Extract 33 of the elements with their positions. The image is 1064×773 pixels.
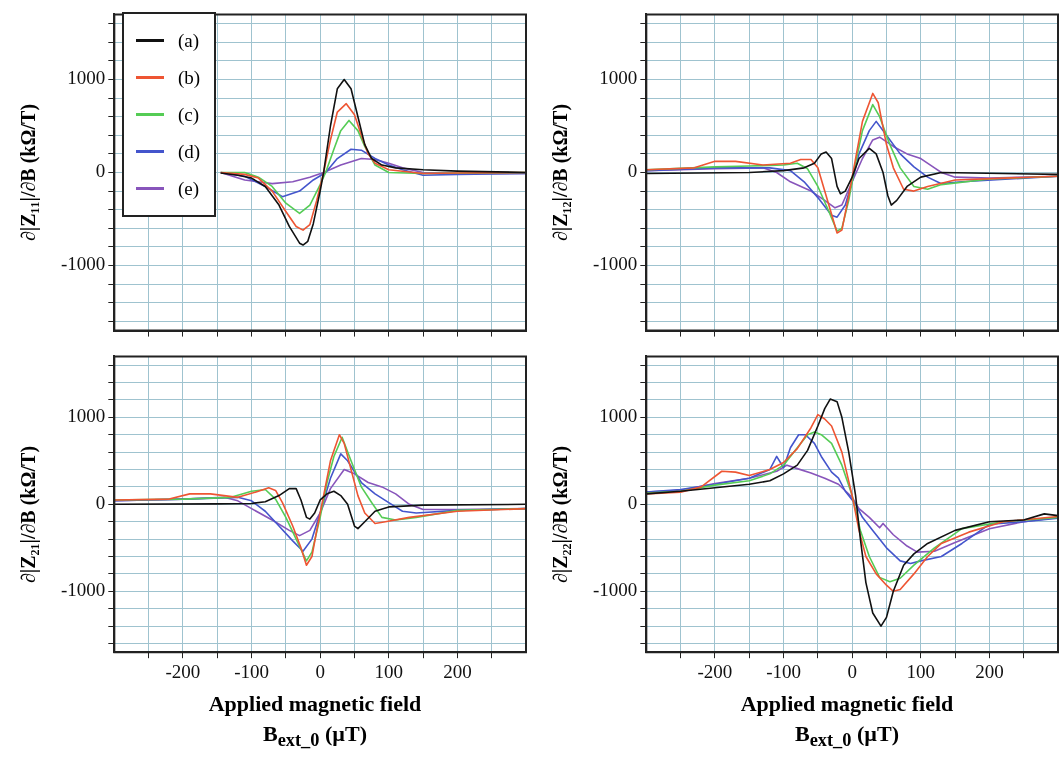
legend-label: (e)	[178, 177, 200, 200]
y-tick-label: -1000	[593, 579, 638, 601]
x-axis-title: Applied magnetic field B$_{ext_0}$ (µT)	[739, 690, 955, 753]
y-tick-label: 0	[627, 160, 638, 182]
y-tick-label: 1000	[67, 67, 106, 89]
y-tick-label: -1000	[61, 579, 106, 601]
y-tick-label: -1000	[61, 253, 106, 275]
legend-label: (c)	[178, 103, 200, 126]
y-axis-title: ∂|Z₁₁|/∂B (kΩ/T)	[16, 102, 40, 243]
x-tick-label: 0	[847, 660, 857, 682]
x-tick-label: 200	[975, 660, 1004, 682]
legend-label: (a)	[178, 29, 200, 52]
x-tick-label: -200	[165, 660, 201, 682]
y-tick-label: 0	[627, 492, 638, 514]
y-tick-label: 1000	[67, 405, 106, 427]
x-tick-label: 200	[443, 660, 472, 682]
y-tick-label: 0	[95, 160, 106, 182]
x-tick-label: -100	[766, 660, 801, 682]
y-tick-label: 1000	[599, 405, 638, 427]
y-axis-title: ∂|Z₂₂|/∂B (kΩ/T)	[548, 444, 572, 585]
legend-label: (d)	[178, 140, 201, 163]
y-axis-title: ∂|Z₂₁|/∂B (kΩ/T)	[16, 444, 40, 585]
y-tick-label: 0	[95, 492, 106, 514]
legend-label: (b)	[178, 66, 201, 89]
y-tick-label: 1000	[599, 67, 638, 89]
x-tick-label: -200	[697, 660, 733, 682]
x-axis-title: Applied magnetic field B$_{ext_0}$ (µT)	[207, 690, 423, 753]
x-tick-label: -100	[234, 660, 269, 682]
y-tick-label: -1000	[593, 253, 638, 275]
x-tick-label: 0	[315, 660, 325, 682]
y-axis-title: ∂|Z₁₂|/∂B (kΩ/T)	[548, 102, 572, 243]
x-tick-label: 100	[374, 660, 404, 682]
x-tick-label: 100	[906, 660, 936, 682]
